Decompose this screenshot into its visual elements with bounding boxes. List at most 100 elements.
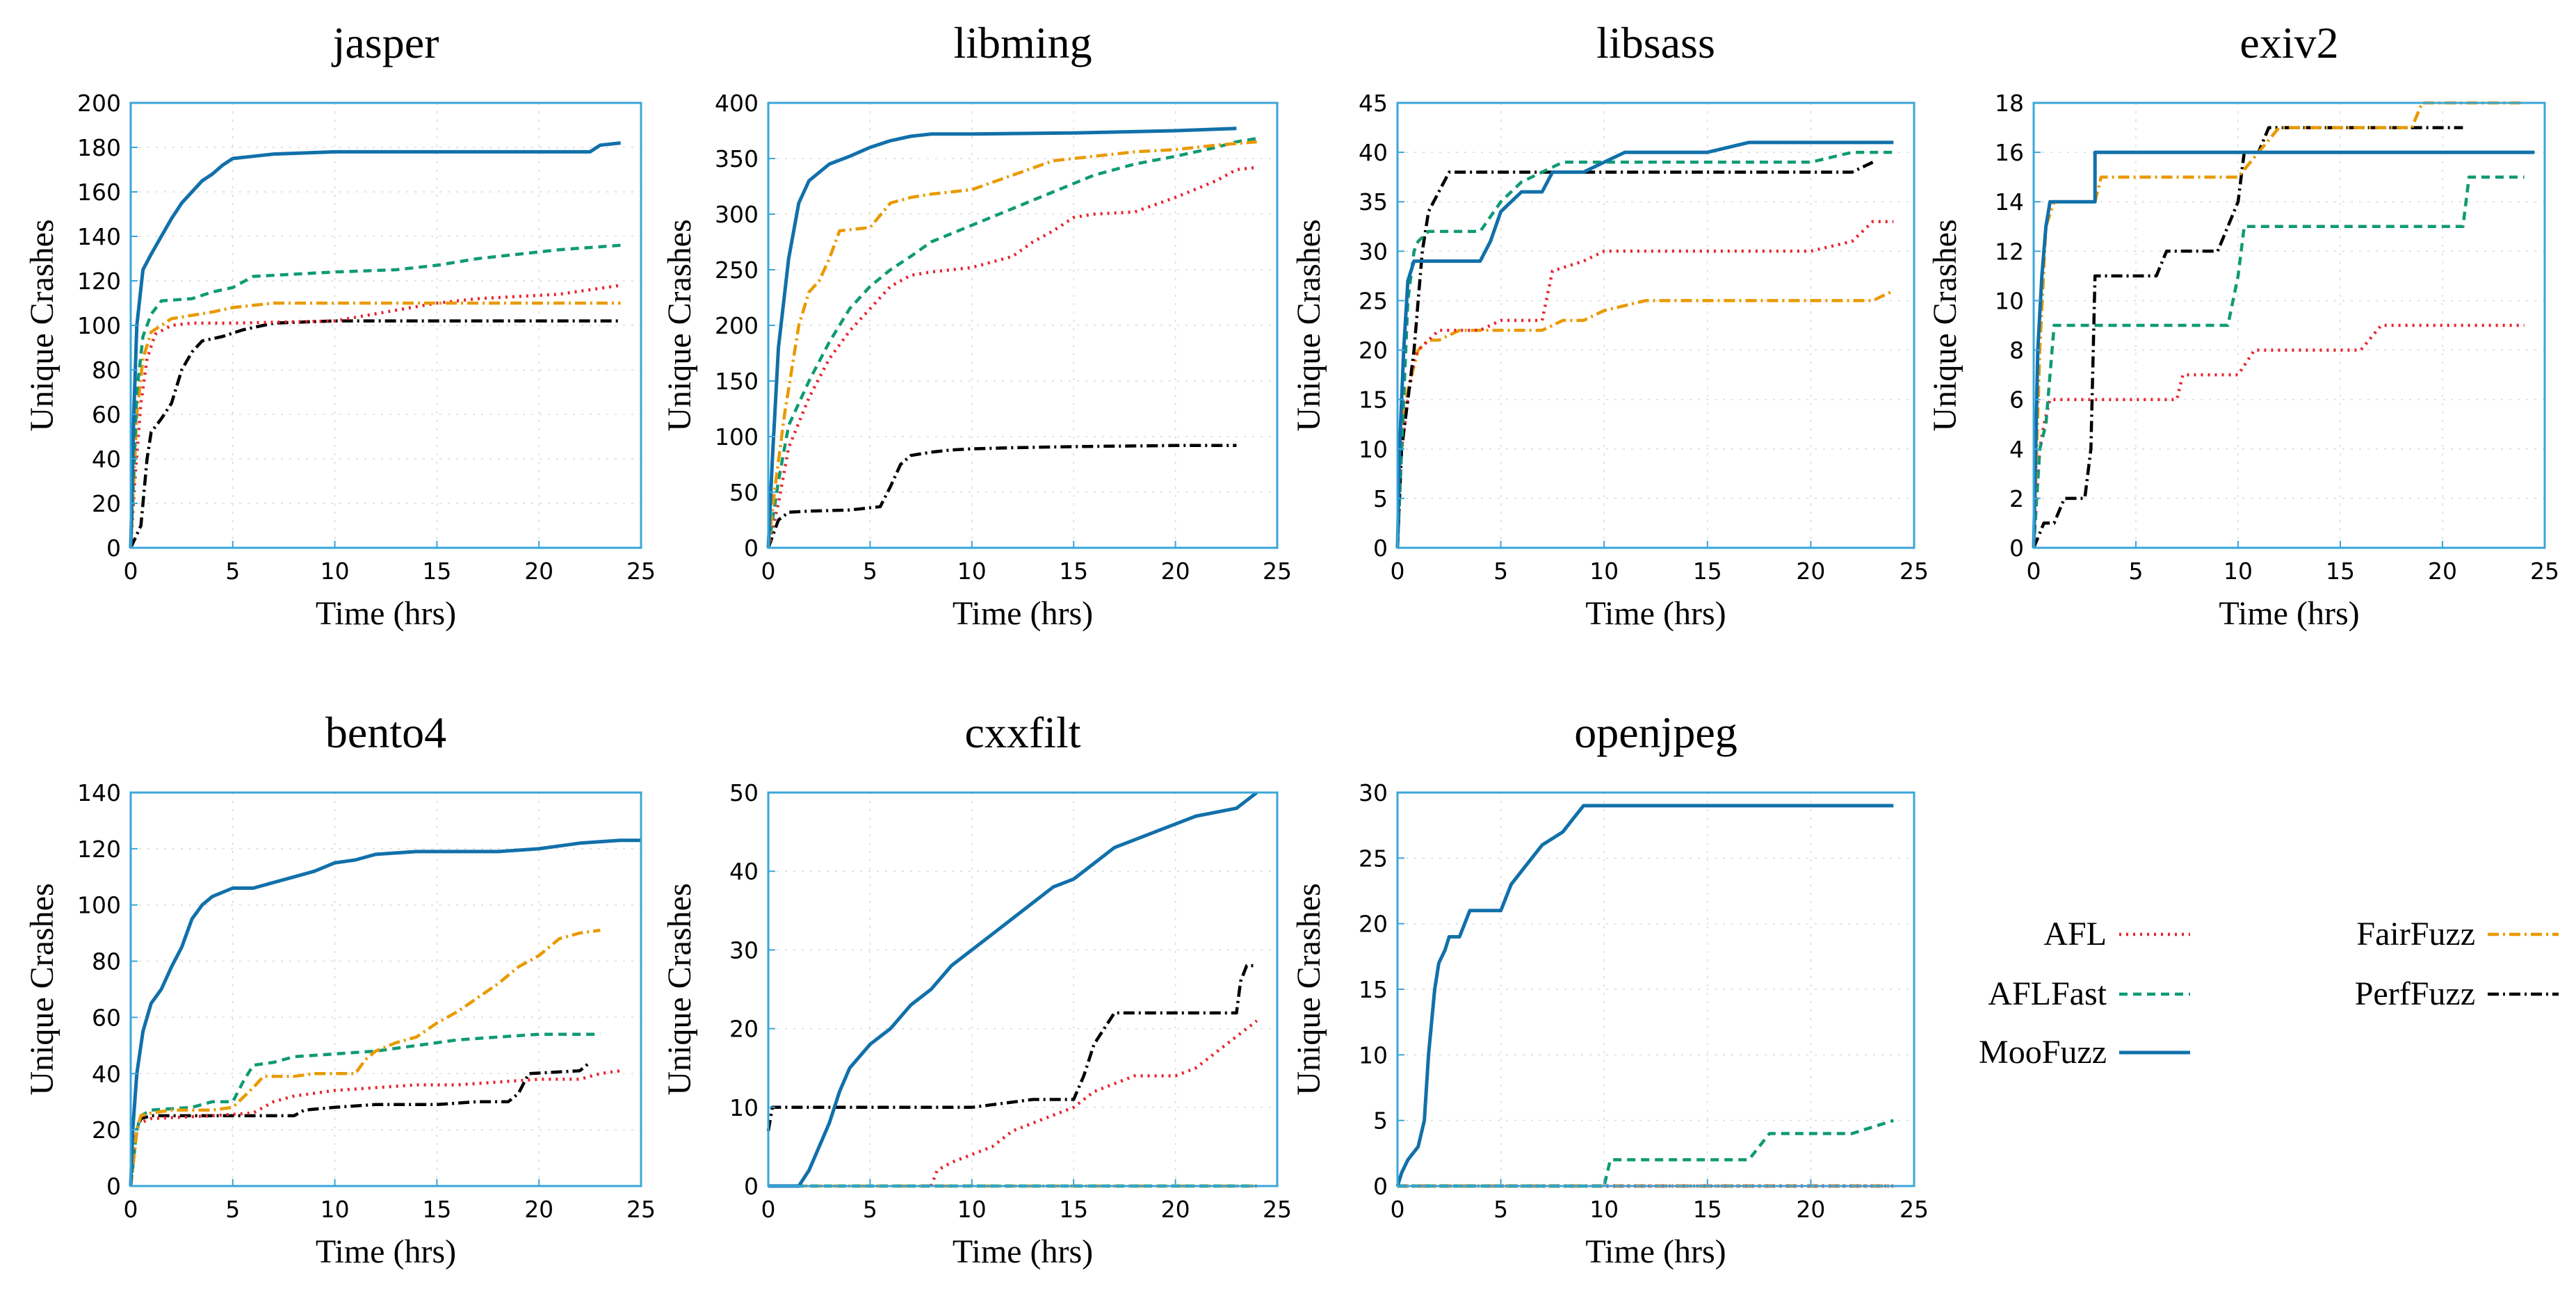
plot-frame <box>767 791 1279 1187</box>
series-line-moofuzz <box>1395 804 1894 1187</box>
y-tick-label: 10 <box>1995 287 2024 314</box>
y-axis-label: Unique Crashes <box>661 883 698 1095</box>
y-tick-label: 150 <box>715 368 759 395</box>
y-tick-label: 200 <box>77 90 121 117</box>
y-tick-label: 10 <box>1359 1041 1388 1069</box>
x-tick-label: 20 <box>1161 558 1190 585</box>
x-tick-label: 5 <box>225 558 240 585</box>
panel-bento4: 0 5 10 15 20 25 0 20 40 60 80 100 120 140 bento4 Time (… <box>24 708 656 1270</box>
legend: AFL AFLFast MooFuzz FairFuzz PerfFuzz <box>1979 916 2559 1071</box>
series-line-afl <box>2032 323 2525 549</box>
x-tick-label: 10 <box>321 558 350 585</box>
series-line-afl <box>1395 220 1894 549</box>
x-tick-label: 0 <box>761 1196 776 1223</box>
series-line-fairfuzz <box>129 928 601 1187</box>
y-tick-label: 80 <box>92 357 121 384</box>
series-line-perffuzz <box>129 319 621 549</box>
x-tick-label: 15 <box>1693 558 1722 585</box>
series-line-fairfuzz <box>2032 101 2525 549</box>
y-tick-label: 300 <box>715 201 759 228</box>
series-line-aflfast <box>2032 175 2525 549</box>
plot-frame <box>1396 102 1915 549</box>
x-tick-label: 0 <box>124 558 138 585</box>
y-tick-label: 140 <box>77 779 121 806</box>
x-tick-label: 5 <box>2129 558 2144 585</box>
y-tick-label: 0 <box>1373 535 1388 562</box>
y-tick-label: 40 <box>1359 139 1388 166</box>
x-axis-label: Time (hrs) <box>1585 595 1726 632</box>
y-tick-label: 0 <box>106 535 121 562</box>
x-tick-label: 10 <box>957 558 987 585</box>
x-tick-label: 10 <box>957 1196 987 1223</box>
y-tick-label: 10 <box>1359 436 1388 463</box>
x-tick-label: 0 <box>1391 1196 1405 1223</box>
series-line-perffuzz <box>1395 161 1874 549</box>
y-tick-label: 100 <box>77 312 121 339</box>
y-tick-label: 20 <box>1359 911 1388 938</box>
series-line-afl <box>930 1019 1258 1187</box>
series-line-perffuzz <box>129 1061 592 1187</box>
series-line-aflfast <box>766 136 1258 549</box>
series-line-fairfuzz <box>766 140 1257 549</box>
series-line-fairfuzz <box>1395 289 1895 549</box>
panel-libming: 0 5 10 15 20 25050100150200250300350400libmin… <box>661 18 1292 632</box>
x-tick-label: 20 <box>524 1196 553 1223</box>
y-axis-label: Unique Crashes <box>661 219 698 431</box>
y-tick-label: 8 <box>2009 337 2024 364</box>
plot-frame <box>1396 791 1915 1187</box>
series-line-aflfast <box>129 1032 601 1187</box>
y-tick-label: 0 <box>1373 1173 1388 1200</box>
y-tick-label: 30 <box>729 936 759 964</box>
y-tick-label: 60 <box>92 401 121 428</box>
x-tick-label: 25 <box>1263 1196 1292 1223</box>
y-tick-label: 0 <box>2009 535 2024 562</box>
series-line-moofuzz <box>768 791 1258 1188</box>
legend-label-aflfast: AFLFast <box>1988 975 2107 1012</box>
x-tick-label: 25 <box>1263 558 1292 585</box>
y-tick-label: 25 <box>1359 287 1388 314</box>
series-line-fairfuzz <box>129 301 621 549</box>
y-axis-label: Unique Crashes <box>24 219 60 431</box>
y-axis-label: Unique Crashes <box>24 883 60 1095</box>
y-tick-label: 5 <box>1373 1107 1388 1135</box>
panel-title: exiv2 <box>2239 18 2338 67</box>
y-tick-label: 140 <box>77 223 121 250</box>
x-tick-label: 10 <box>1589 558 1619 585</box>
y-tick-label: 6 <box>2009 387 2024 414</box>
y-tick-label: 12 <box>1995 238 2024 265</box>
y-tick-label: 30 <box>1359 779 1388 806</box>
x-tick-label: 20 <box>524 558 553 585</box>
x-tick-label: 25 <box>626 1196 656 1223</box>
x-tick-label: 20 <box>1796 1196 1825 1223</box>
series-line-aflfast <box>129 243 621 549</box>
y-tick-label: 50 <box>729 479 759 506</box>
x-tick-label: 15 <box>422 558 451 585</box>
y-tick-label: 45 <box>1359 90 1388 117</box>
y-tick-label: 250 <box>715 257 759 284</box>
y-tick-label: 50 <box>729 779 759 806</box>
panel-title: libming <box>953 18 1092 67</box>
series-line-perffuzz <box>766 964 1257 1132</box>
x-axis-label: Time (hrs) <box>1585 1233 1726 1270</box>
y-tick-label: 200 <box>715 312 759 339</box>
x-tick-label: 10 <box>2223 558 2253 585</box>
y-tick-label: 60 <box>92 1004 121 1031</box>
x-tick-label: 0 <box>761 558 776 585</box>
panel-cxxfilt: 0 5 10 15 20 25 0 10 20 30 40 50 cxxfilt Time (hrs) Un… <box>661 708 1292 1270</box>
x-tick-label: 10 <box>321 1196 350 1223</box>
x-tick-label: 5 <box>1493 558 1508 585</box>
plot-frame <box>129 791 642 1187</box>
x-tick-label: 15 <box>422 1196 451 1223</box>
y-tick-label: 30 <box>1359 238 1388 265</box>
y-tick-label: 35 <box>1359 188 1388 216</box>
y-tick-label: 25 <box>1359 845 1388 872</box>
legend-label-perffuzz: PerfFuzz <box>2355 975 2475 1012</box>
series-line-moofuzz <box>129 141 621 549</box>
y-tick-label: 40 <box>92 1060 121 1087</box>
x-tick-label: 5 <box>863 1196 877 1223</box>
x-tick-label: 25 <box>626 558 656 585</box>
panel-title: openjpeg <box>1574 708 1737 757</box>
y-tick-label: 0 <box>106 1173 121 1200</box>
series-line-moofuzz <box>2032 150 2535 549</box>
